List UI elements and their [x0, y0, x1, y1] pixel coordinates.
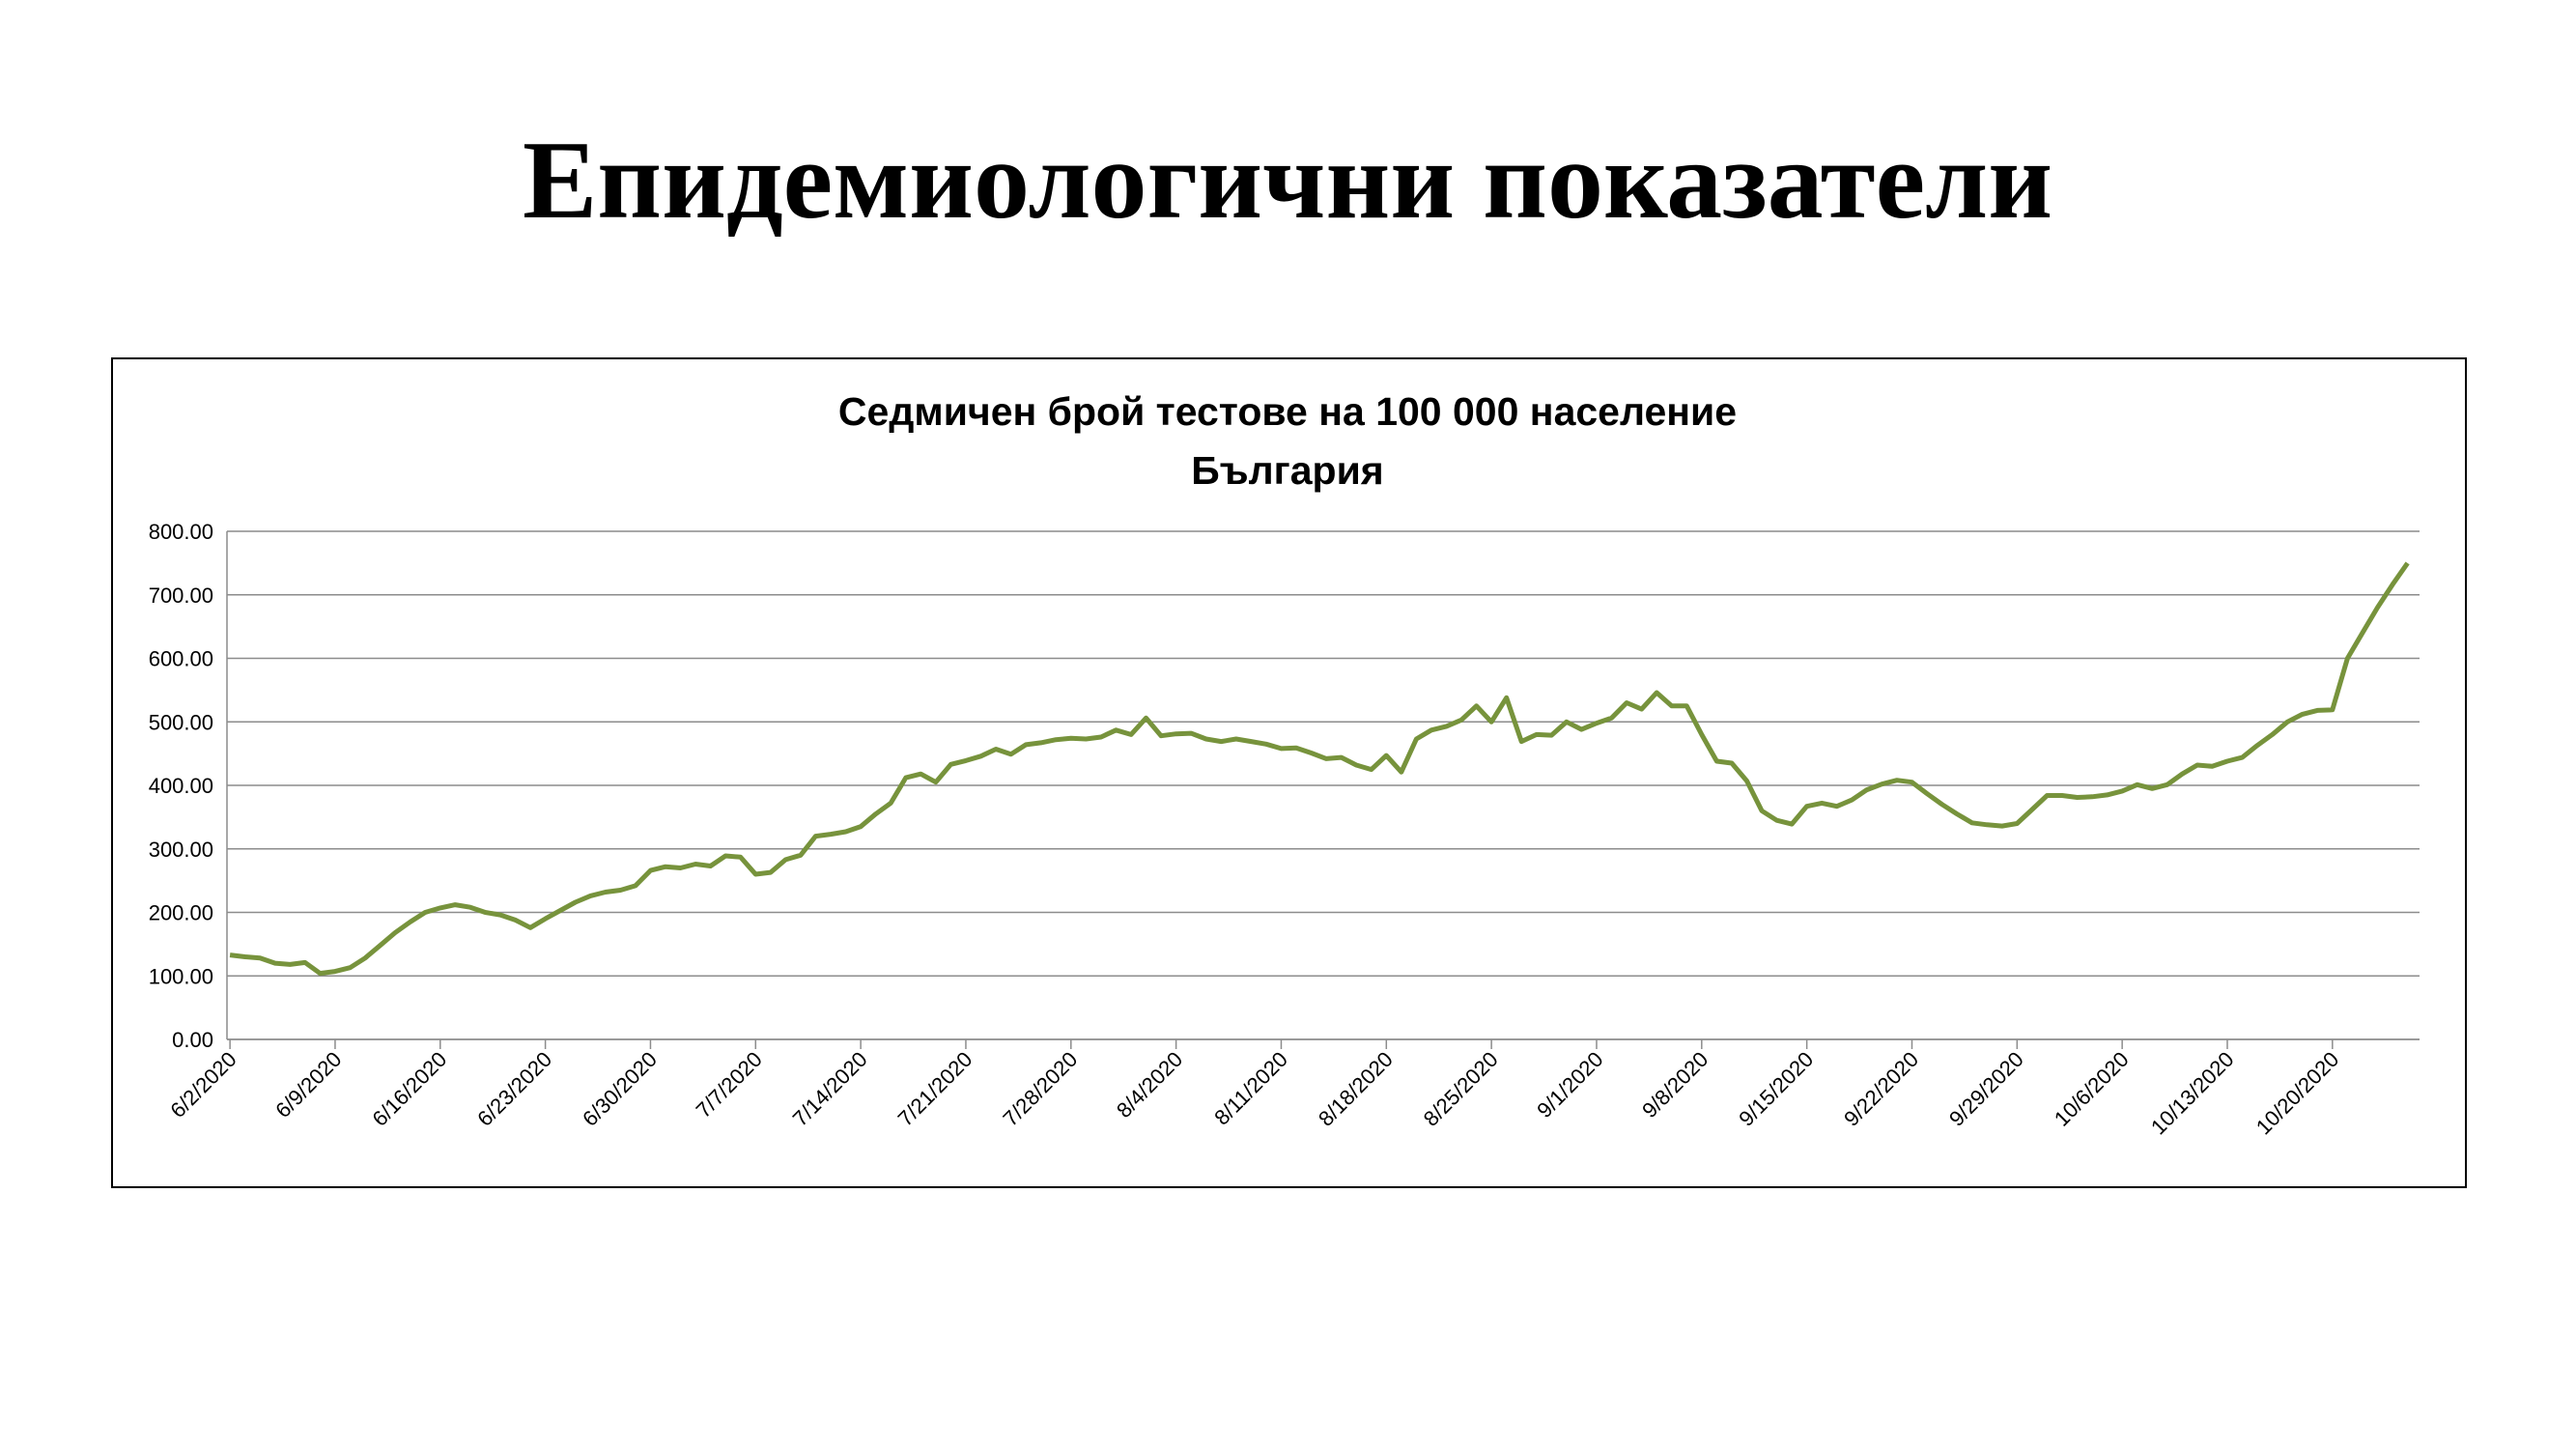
y-tick-label: 100.00: [149, 964, 213, 988]
chart-frame: [111, 357, 2467, 1188]
slide-title: Епидемиологични показатели: [523, 119, 2052, 242]
data-line: [229, 561, 2410, 977]
y-tick-label: 200.00: [149, 901, 213, 925]
chart-title: Седмичен брой тестове на 100 000 населен…: [838, 389, 1737, 434]
y-tick-label: 0.00: [172, 1028, 213, 1052]
y-tick-label: 600.00: [149, 647, 213, 671]
chart-subtitle: България: [1191, 448, 1383, 493]
y-tick-label: 700.00: [149, 583, 213, 608]
y-tick-label: 500.00: [149, 710, 213, 734]
y-tick-label: 300.00: [149, 838, 213, 862]
y-tick-label: 400.00: [149, 774, 213, 798]
y-tick-label: 800.00: [149, 520, 213, 544]
